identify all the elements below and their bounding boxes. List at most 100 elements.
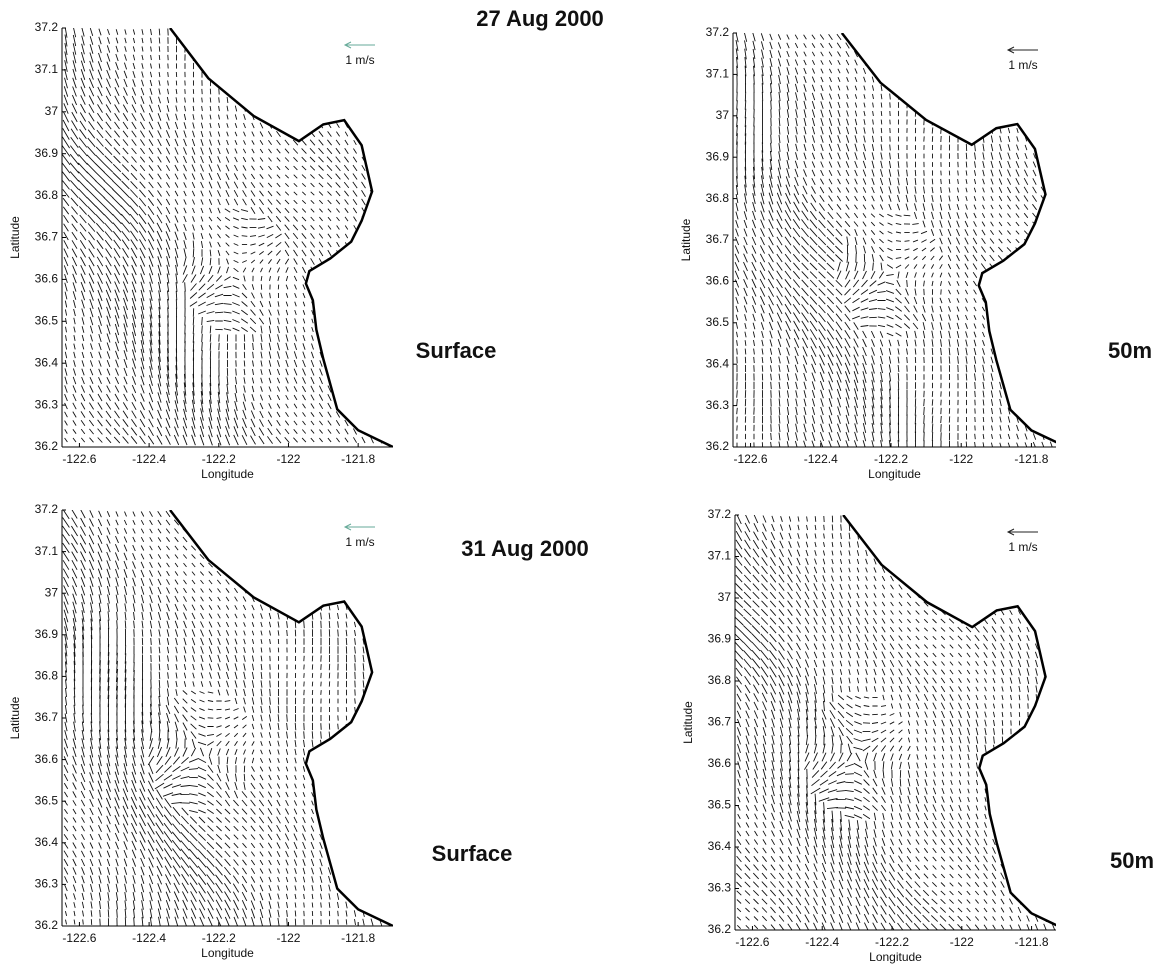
- coast-clip: [169, 28, 393, 447]
- coastline: [842, 515, 1056, 927]
- y-tick-label: 36.6: [706, 274, 730, 288]
- y-tick-label: 36.4: [35, 835, 59, 849]
- y-tick-label: 36.5: [35, 313, 59, 327]
- y-tick-label: 37: [718, 590, 732, 604]
- y-tick-label: 36.4: [706, 356, 730, 370]
- y-tick-label: 37.1: [35, 62, 59, 76]
- x-tick-label: -122.4: [132, 452, 166, 466]
- scale-label: 1 m/s: [345, 53, 374, 67]
- y-axis-label: Latitude: [8, 696, 22, 739]
- y-tick-label: 37.2: [706, 25, 730, 39]
- y-tick-label: 36.6: [35, 272, 59, 286]
- y-tick-label: 36.9: [708, 632, 732, 646]
- y-tick-label: 36.3: [708, 881, 732, 895]
- x-tick-label: -121.8: [341, 452, 375, 466]
- y-tick-label: 36.8: [706, 191, 730, 205]
- y-tick-label: 37.2: [35, 502, 59, 516]
- x-axis-label: Longitude: [201, 467, 254, 481]
- depth-label: Surface: [416, 338, 497, 363]
- y-tick-label: 37.1: [35, 544, 59, 558]
- flow-field: [62, 28, 391, 446]
- y-tick-label: 36.6: [708, 756, 732, 770]
- depth-label: 50m: [1110, 848, 1154, 873]
- y-tick-label: 36.2: [35, 918, 59, 932]
- y-tick-label: 36.6: [35, 752, 59, 766]
- x-tick-label: -122: [949, 452, 973, 466]
- y-tick-label: 36.5: [35, 793, 59, 807]
- x-tick-label: -121.8: [1015, 935, 1049, 949]
- depth-label: 50m: [1108, 338, 1152, 363]
- y-tick-label: 36.9: [35, 146, 59, 160]
- coast-clip: [842, 515, 1056, 927]
- flow-field: [62, 510, 392, 926]
- y-axis-label: Latitude: [681, 701, 695, 744]
- coast-clip: [840, 33, 1056, 444]
- y-tick-label: 36.4: [708, 839, 732, 853]
- coastline: [169, 510, 393, 926]
- x-tick-label: -122.6: [734, 452, 768, 466]
- y-axis-label: Latitude: [679, 218, 693, 261]
- x-tick-label: -122.4: [804, 452, 838, 466]
- panel: 36.2 36.3 36.4 36.5 36.6 36.7 36.8 36.9 37 37.1 37…: [681, 507, 1154, 964]
- y-tick-label: 36.3: [35, 397, 59, 411]
- x-tick-label: -122: [950, 935, 974, 949]
- y-tick-label: 36.2: [35, 439, 59, 453]
- x-tick-label: -122: [276, 452, 300, 466]
- scale-label: 1 m/s: [345, 535, 374, 549]
- x-axis-label: Longitude: [868, 467, 921, 481]
- panel-title: 27 Aug 2000: [476, 6, 604, 31]
- scale-arrowhead: [343, 41, 352, 49]
- y-tick-label: 36.7: [35, 230, 59, 244]
- x-tick-label: -121.8: [1014, 452, 1048, 466]
- x-tick-label: -122.4: [805, 935, 839, 949]
- y-tick-label: 36.7: [708, 715, 732, 729]
- coastline: [840, 33, 1056, 444]
- scale-arrowhead: [1006, 528, 1015, 536]
- scale-label: 1 m/s: [1008, 58, 1037, 72]
- coastline: [169, 28, 393, 447]
- scale-arrowhead: [1006, 46, 1015, 54]
- y-tick-label: 37.2: [35, 20, 59, 34]
- y-tick-label: 37: [716, 108, 730, 122]
- x-tick-label: -122.2: [202, 452, 236, 466]
- y-tick-label: 36.4: [35, 355, 59, 369]
- depth-label: Surface: [432, 841, 513, 866]
- y-tick-label: 37.1: [706, 67, 730, 81]
- y-axis-label: Latitude: [8, 216, 22, 259]
- y-tick-label: 36.8: [35, 188, 59, 202]
- y-tick-label: 37.2: [708, 507, 732, 521]
- y-tick-label: 36.3: [35, 877, 59, 891]
- panel: 36.2 36.3 36.4 36.5 36.6 36.7 36.8 36.9 37 37.1 37…: [8, 502, 589, 960]
- x-tick-label: -122.2: [202, 931, 236, 945]
- scale-label: 1 m/s: [1008, 540, 1037, 554]
- y-tick-label: 36.3: [706, 398, 730, 412]
- x-axis-label: Longitude: [201, 946, 254, 960]
- x-tick-label: -122.6: [62, 452, 96, 466]
- flow-vectors: [62, 510, 392, 926]
- y-tick-label: 37: [45, 104, 59, 118]
- y-tick-label: 36.9: [706, 149, 730, 163]
- y-tick-label: 37.1: [708, 549, 732, 563]
- y-tick-label: 37: [45, 585, 59, 599]
- x-tick-label: -121.8: [341, 931, 375, 945]
- y-tick-label: 36.7: [706, 232, 730, 246]
- panel: 36.2 36.3 36.4 36.5 36.6 36.7 36.8 36.9 37 37.1 37…: [679, 25, 1152, 481]
- flow-vectors: [62, 28, 391, 446]
- y-tick-label: 36.8: [708, 673, 732, 687]
- x-tick-label: -122.2: [874, 452, 908, 466]
- x-tick-label: -122.6: [735, 935, 769, 949]
- y-tick-label: 36.2: [708, 922, 732, 936]
- y-tick-label: 36.9: [35, 627, 59, 641]
- x-tick-label: -122.2: [875, 935, 909, 949]
- y-tick-label: 36.2: [706, 439, 730, 453]
- y-tick-label: 36.8: [35, 669, 59, 683]
- x-tick-label: -122.4: [132, 931, 166, 945]
- x-tick-label: -122.6: [62, 931, 96, 945]
- coast-clip: [169, 510, 393, 926]
- x-tick-label: -122: [276, 931, 300, 945]
- x-axis-label: Longitude: [869, 950, 922, 964]
- panel-title: 31 Aug 2000: [461, 536, 589, 561]
- y-tick-label: 36.5: [708, 798, 732, 812]
- y-tick-label: 36.7: [35, 710, 59, 724]
